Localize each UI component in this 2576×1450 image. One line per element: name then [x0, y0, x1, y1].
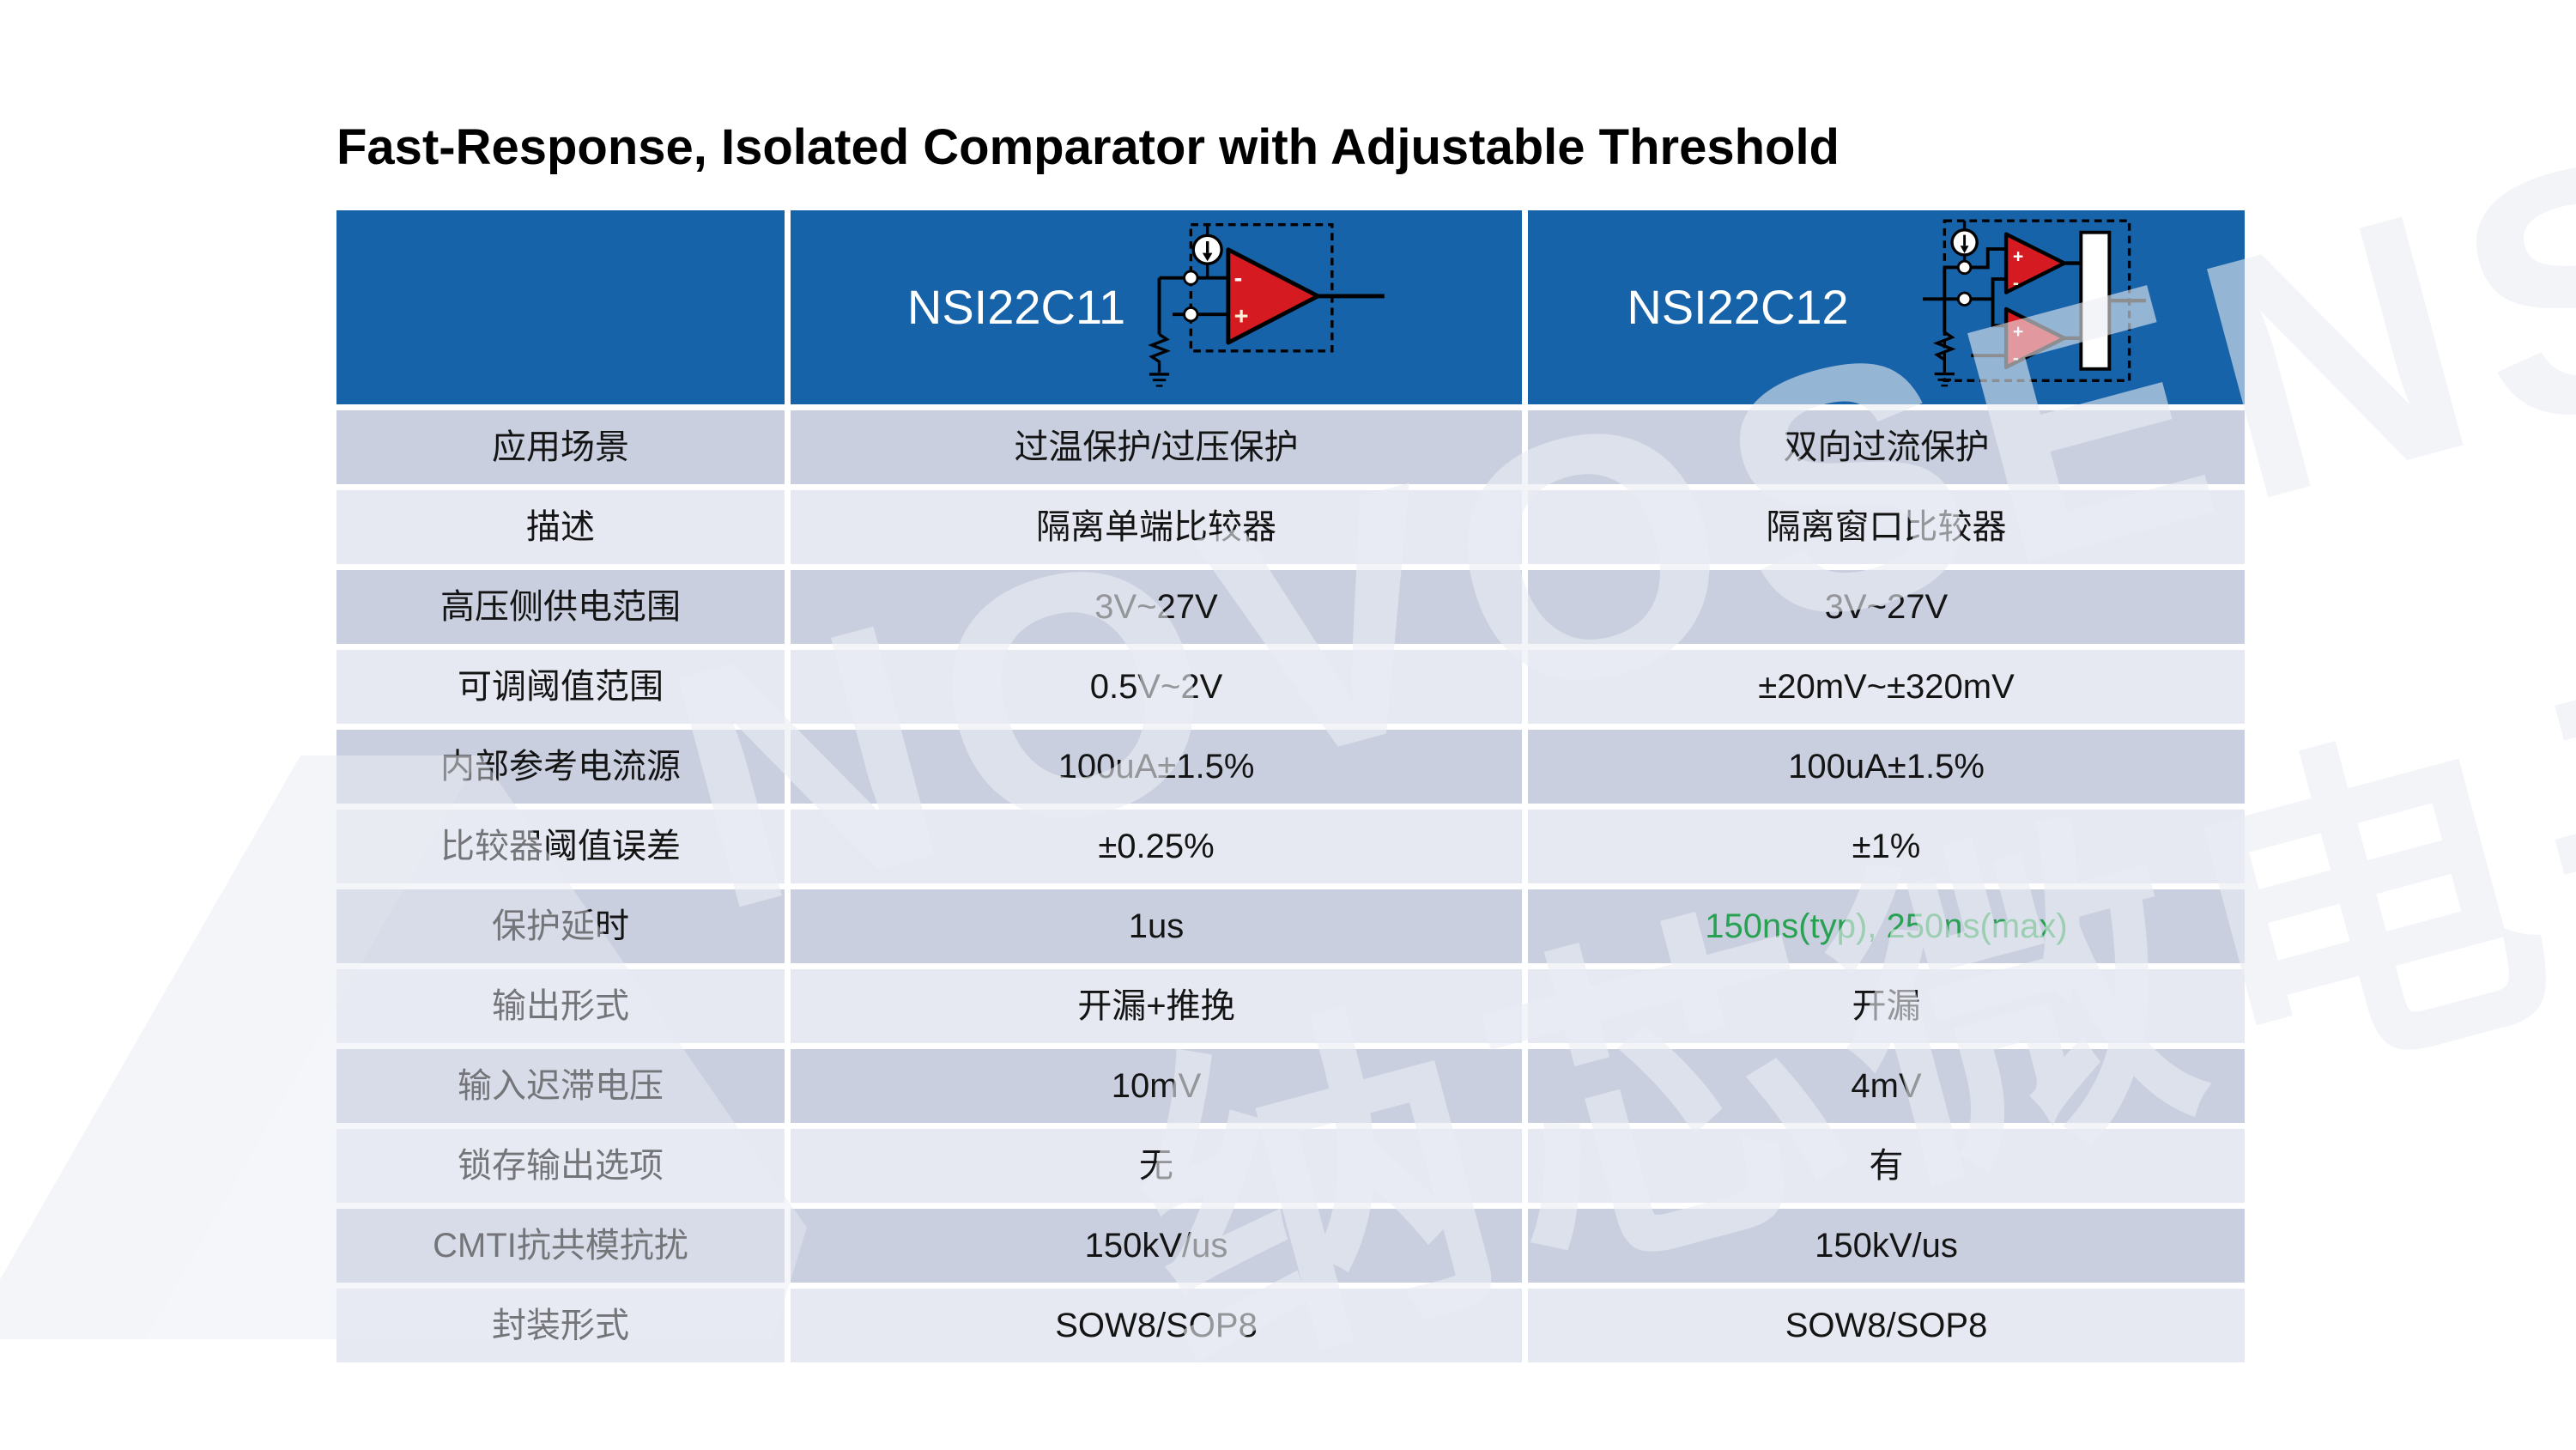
product-name-nsi22c11: NSI22C11 — [906, 280, 1126, 335]
header-corner-cell — [336, 210, 785, 404]
nsi22c11-value: 隔离单端比较器 — [791, 490, 1522, 564]
comparison-table: NSI22C11 - + — [336, 210, 2245, 1365]
nsi22c12-value: 双向过流保护 — [1528, 410, 2245, 484]
nsi22c11-value: 150kV/us — [791, 1209, 1522, 1283]
nsi22c12-value: 开漏 — [1528, 969, 2245, 1043]
row-label: 锁存输出选项 — [336, 1129, 785, 1203]
svg-text:-: - — [1234, 264, 1243, 292]
nsi22c11-value: 100uA±1.5% — [791, 730, 1522, 804]
nsi22c11-value: 开漏+推挽 — [791, 969, 1522, 1043]
nsi22c11-value: 过温保护/过压保护 — [791, 410, 1522, 484]
nsi22c12-value: SOW8/SOP8 — [1528, 1289, 2245, 1362]
row-label: 输入迟滞电压 — [336, 1049, 785, 1123]
row-label: 保护延时 — [336, 889, 785, 963]
header-product-nsi22c12: NSI22C12 — [1528, 210, 2245, 404]
nsi22c11-value: 1us — [791, 889, 1522, 963]
row-label: 内部参考电流源 — [336, 730, 785, 804]
row-label: 高压侧供电范围 — [336, 570, 785, 644]
nsi22c12-value-highlighted: 150ns(typ), 250ns(max) — [1528, 889, 2245, 963]
nsi22c12-value: 3V~27V — [1528, 570, 2245, 644]
row-label: 可调阈值范围 — [336, 650, 785, 724]
nsi22c12-value: 隔离窗口比较器 — [1528, 490, 2245, 564]
nsi22c11-value: ±0.25% — [791, 810, 1522, 883]
svg-text:+: + — [2013, 246, 2023, 267]
nsi22c12-circuit-icon: + - + - — [1922, 219, 2146, 387]
row-label: 应用场景 — [336, 410, 785, 484]
nsi22c11-value: 无 — [791, 1129, 1522, 1203]
nsi22c11-circuit-icon: - + — [1148, 223, 1385, 387]
row-label: 描述 — [336, 490, 785, 564]
header-product-nsi22c11: NSI22C11 - + — [791, 210, 1522, 404]
row-label: 输出形式 — [336, 969, 785, 1043]
nsi22c12-value: 有 — [1528, 1129, 2245, 1203]
nsi22c12-value: 150kV/us — [1528, 1209, 2245, 1283]
nsi22c12-value: 100uA±1.5% — [1528, 730, 2245, 804]
svg-text:+: + — [1234, 303, 1249, 331]
product-name-nsi22c12: NSI22C12 — [1627, 280, 1849, 335]
svg-text:+: + — [2013, 321, 2023, 342]
nsi22c11-value: 3V~27V — [791, 570, 1522, 644]
row-label: CMTI抗共模抗扰 — [336, 1209, 785, 1283]
svg-text:-: - — [2013, 273, 2019, 294]
nsi22c12-value: ±20mV~±320mV — [1528, 650, 2245, 724]
nsi22c12-value: 4mV — [1528, 1049, 2245, 1123]
row-label: 封装形式 — [336, 1289, 785, 1362]
nsi22c11-value: 10mV — [791, 1049, 1522, 1123]
nsi22c11-value: SOW8/SOP8 — [791, 1289, 1522, 1362]
nsi22c11-value: 0.5V~2V — [791, 650, 1522, 724]
row-label: 比较器阈值误差 — [336, 810, 785, 883]
nsi22c12-value: ±1% — [1528, 810, 2245, 883]
svg-text:-: - — [2013, 348, 2019, 368]
page-title: Fast-Response, Isolated Comparator with … — [336, 119, 1840, 175]
